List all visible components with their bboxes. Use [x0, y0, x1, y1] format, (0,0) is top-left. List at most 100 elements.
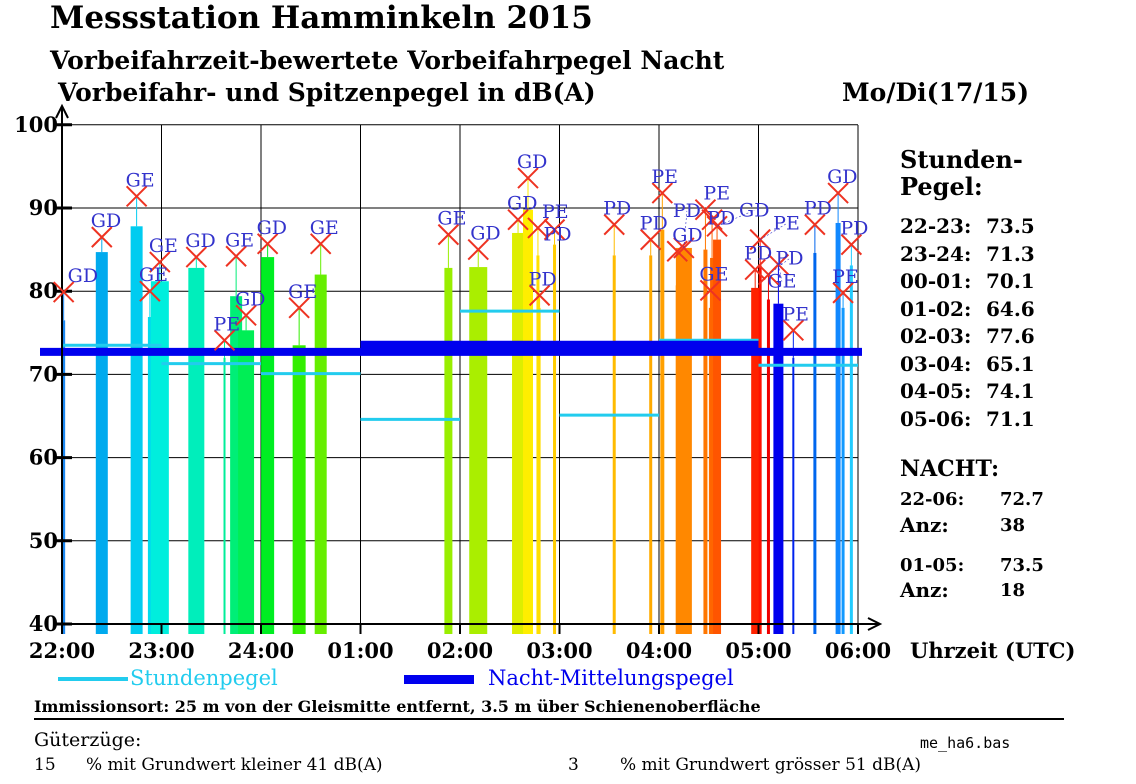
axes-layer: 22:00 23:00 24:00 01:00 02:00 03:00 04:00 05:00…: [14, 103, 1075, 663]
label-leader: [760, 223, 787, 240]
event-label: PD: [804, 198, 832, 220]
y-tick-label: 100: [14, 112, 58, 137]
low-text: % mit Grundwert kleiner 41 dB(A): [86, 755, 383, 775]
event-label: PE: [214, 313, 241, 335]
event-bar: [710, 257, 715, 634]
event-label: GE: [225, 229, 254, 251]
event-bar: [147, 316, 152, 634]
event-label: GD: [517, 151, 547, 173]
day-label: Mo/Di(17/15): [842, 78, 1030, 107]
peak-cross-marker: [52, 281, 75, 303]
peak-cross-marker: [651, 182, 674, 204]
event-bar: [444, 267, 453, 634]
hourly-value: 73.5: [986, 214, 1035, 238]
peak-cross-marker: [309, 233, 332, 255]
hourly-value: 71.1: [986, 406, 1035, 431]
file-name: me_ha6.bas: [920, 734, 1011, 752]
night-01-05-value: 73.5: [1000, 555, 1044, 576]
peak-cross-marker: [91, 226, 113, 248]
hourly-value: 71.3: [986, 241, 1035, 266]
event-label: PD: [744, 243, 772, 265]
low-pct: 15: [34, 755, 56, 775]
peak-cross-marker: [528, 284, 551, 307]
peak-cross-marker: [507, 208, 529, 231]
event-bar: [150, 281, 169, 634]
event-label: PD: [640, 213, 668, 235]
y-tick-label: 40: [29, 611, 58, 636]
x-tick-label: 04:00: [626, 638, 692, 663]
event-bar: [612, 255, 616, 634]
night-01-05-label: 01-05:: [900, 555, 965, 576]
hourly-label: 22-23:: [900, 214, 972, 238]
event-bar: [813, 252, 817, 635]
event-label: GE: [310, 217, 339, 239]
event-bar: [792, 357, 795, 634]
event-bar: [538, 307, 541, 634]
event-label: GE: [699, 263, 728, 285]
event-bar: [553, 244, 557, 634]
hourly-label: 05-06:: [900, 406, 972, 431]
event-label: PE: [703, 183, 730, 205]
y-tick-label: 70: [29, 361, 58, 386]
event-bar: [649, 255, 653, 634]
peak-cross-marker: [699, 279, 722, 302]
peak-cross-marker: [640, 228, 662, 251]
event-label: PD: [529, 268, 557, 290]
event-bar: [261, 257, 275, 634]
night-22-06-value: 72.7: [1000, 489, 1044, 510]
x-axis-label: Uhrzeit (UTC): [910, 638, 1075, 663]
event-label: GE: [437, 208, 466, 230]
event-label: PE: [542, 201, 569, 223]
event-bar: [292, 345, 306, 634]
legend-hourly-label: Stundenpegel: [130, 666, 278, 690]
x-axis-arrow: [867, 617, 883, 631]
peak-cross-marker: [527, 217, 549, 239]
peak-cross-marker: [840, 233, 863, 256]
event-bar: [522, 209, 533, 634]
side-heading-1: Stunden-: [900, 145, 1023, 174]
event-label: GD: [235, 288, 265, 310]
event-bar: [675, 247, 692, 634]
y-tick-label: 90: [29, 195, 58, 220]
peak-cross-marker: [139, 280, 161, 302]
hourly-label: 02-03:: [900, 324, 972, 348]
night-heading: NACHT:: [900, 456, 1000, 482]
chart-subtitle-2: Vorbeifahr- und Spitzenpegel in dB(A): [58, 78, 596, 107]
hourly-label: 01-02:: [900, 296, 972, 321]
event-bar: [95, 252, 108, 634]
event-label: PE: [651, 166, 678, 188]
event-bar: [713, 239, 722, 634]
peak-cross-marker: [517, 167, 539, 189]
y-tick-label: 60: [29, 445, 58, 470]
peak-cross-marker: [235, 304, 257, 327]
x-tick-label: 22:00: [29, 638, 95, 663]
event-label: PD: [544, 224, 572, 246]
y-tick-label: 50: [29, 528, 58, 553]
event-label: GE: [139, 264, 168, 286]
peak-cross-marker: [701, 208, 723, 231]
event-label: GD: [672, 224, 702, 246]
peak-cross-marker: [694, 198, 717, 221]
bars-layer: [62, 178, 853, 635]
peak-cross-marker: [467, 238, 489, 261]
label-leader: [716, 210, 755, 227]
event-bar: [469, 267, 488, 634]
event-bar: [314, 274, 327, 634]
event-label: GD: [68, 265, 98, 287]
event-bar: [130, 226, 143, 634]
divider: [34, 718, 1064, 720]
hourly-label: 23-24:: [900, 241, 972, 266]
hourly-value: 64.6: [986, 296, 1035, 321]
event-bar: [188, 267, 205, 634]
peak-cross-marker: [225, 245, 247, 267]
event-label: GE: [288, 281, 317, 303]
high-pct: 3: [568, 755, 579, 775]
anz-label-1: Anz:: [900, 513, 949, 537]
event-bar: [660, 229, 665, 634]
event-label: GD: [185, 230, 215, 252]
hourly-label: 04-05:: [900, 379, 972, 403]
event-bar: [238, 330, 255, 634]
hourly-value: 74.1: [986, 379, 1035, 403]
peak-cross-marker: [185, 246, 208, 268]
